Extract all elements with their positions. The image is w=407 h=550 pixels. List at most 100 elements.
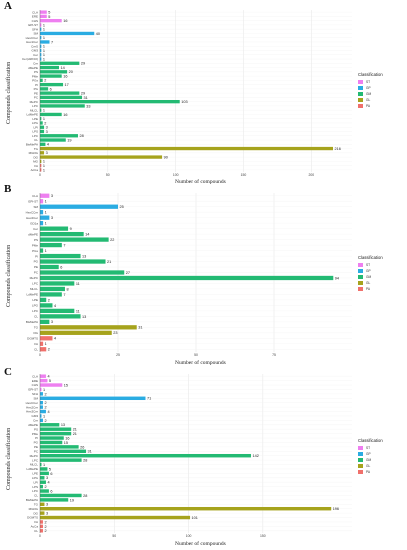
bar-value-label: 71 [147,397,151,401]
bar-value-label: 13 [82,315,86,319]
bar-value-label: 1 [43,117,45,121]
bar [40,221,44,226]
bar [40,70,68,74]
x-axis-label-a: Number of compounds [175,179,226,185]
bar [40,253,81,259]
category-label: CerS [31,44,38,48]
bar [40,129,45,134]
legend-label-pa: PA [366,470,371,474]
bar-value-label: 216 [335,147,341,151]
category-label: DG [34,155,39,159]
legend-swatch-st [358,80,363,84]
legend-item-pa: PA [358,469,406,475]
x-tick-label: 25 [116,353,120,357]
bar-value-label: 5 [48,15,50,19]
legend-swatch-pa [358,470,363,474]
bar-value-label: 7 [51,40,53,44]
category-label: LPC [32,489,39,493]
bar-value-label: 1 [45,249,47,253]
bar [40,480,46,484]
bar [40,61,80,65]
bar [40,378,48,383]
bar [40,138,66,142]
bar-value-label: 1 [43,388,45,392]
bar-value-label: 4 [54,304,56,308]
bar [40,440,63,445]
bar-value-label: 1 [43,36,45,40]
legend-swatch-pa [358,287,363,291]
bar-value-label: 4 [54,337,56,341]
bar-value-label: 5 [48,11,50,15]
legend-label-gm: GM [366,458,372,462]
category-label: BisMePA [26,142,38,146]
category-label: SM [34,32,39,36]
category-label: SM [34,396,39,400]
bar [40,286,65,292]
legend-item-st: ST [358,445,406,451]
legend-label-gm: GM [366,92,372,96]
category-label: PG [34,260,39,264]
category-label: PI [35,83,38,87]
bar [40,511,45,515]
bar [40,23,42,27]
category-label: LPS [32,130,38,134]
legend-item-pa: PA [358,286,406,292]
bar-value-label: 1 [43,160,45,164]
bar-value-label: 5 [49,379,51,383]
x-tick-label: 50 [112,534,116,538]
legend-swatch-st [358,446,363,450]
bar-value-label: 3 [51,194,53,198]
legend-a: Classification ST GP GM GL PA [358,72,406,109]
bar-value-label: 3 [51,320,53,324]
bar [40,159,42,164]
legend-title-c: Classification [358,438,383,443]
bar [40,226,69,231]
bar [40,57,42,61]
category-label: PE [34,91,38,95]
bar-value-label: 26 [80,445,84,449]
x-tick-label: 50 [106,173,110,177]
bar-chart-b: 3 CLA 1 EPI-ST 25 SM 1 HexCCer 3 Hex2Cer 1 GD1a 9 Cer… [26,193,352,357]
category-label: PMe [32,243,39,247]
bar-value-label: 16 [63,19,67,23]
bar [40,347,47,352]
bar [40,436,64,440]
bar-value-label: 28 [83,494,87,498]
bar-value-label: 1 [45,222,47,226]
legend-label-st: ST [366,263,371,267]
legend-label-st: ST [366,446,371,450]
category-label: TG [34,326,39,330]
bar [40,231,84,237]
bar [40,36,42,40]
bar [40,423,60,427]
category-label: CLA [32,10,38,14]
category-label: CL [34,494,38,498]
bar-value-label: 1 [43,53,45,57]
category-label: AcCa [31,168,39,172]
legend-item-st: ST [358,79,406,85]
bar-value-label: 2 [44,401,46,405]
category-label: EPI-ST [28,23,38,27]
bar [40,108,42,112]
bar [40,400,43,405]
x-tick-label: 0 [39,353,41,357]
category-label: CL [34,315,38,319]
bar [40,248,44,253]
bar-value-label: 6 [50,489,52,493]
bar-value-label: 40 [96,32,100,36]
category-label: SFH [32,392,38,396]
bar [40,44,42,48]
bar [40,396,146,401]
bar-value-label: 2 [44,121,46,125]
bar [40,275,334,281]
bar-value-label: 6 [50,472,52,476]
bar [40,374,46,378]
bar-value-label: 8 [66,287,68,291]
x-axis-label-b: Number of compounds [175,360,226,366]
category-label: LPG [32,304,39,308]
category-label: PS [34,70,38,74]
bar [40,484,43,489]
bar [40,458,82,462]
bar [40,237,109,242]
category-label: PC [34,271,39,275]
